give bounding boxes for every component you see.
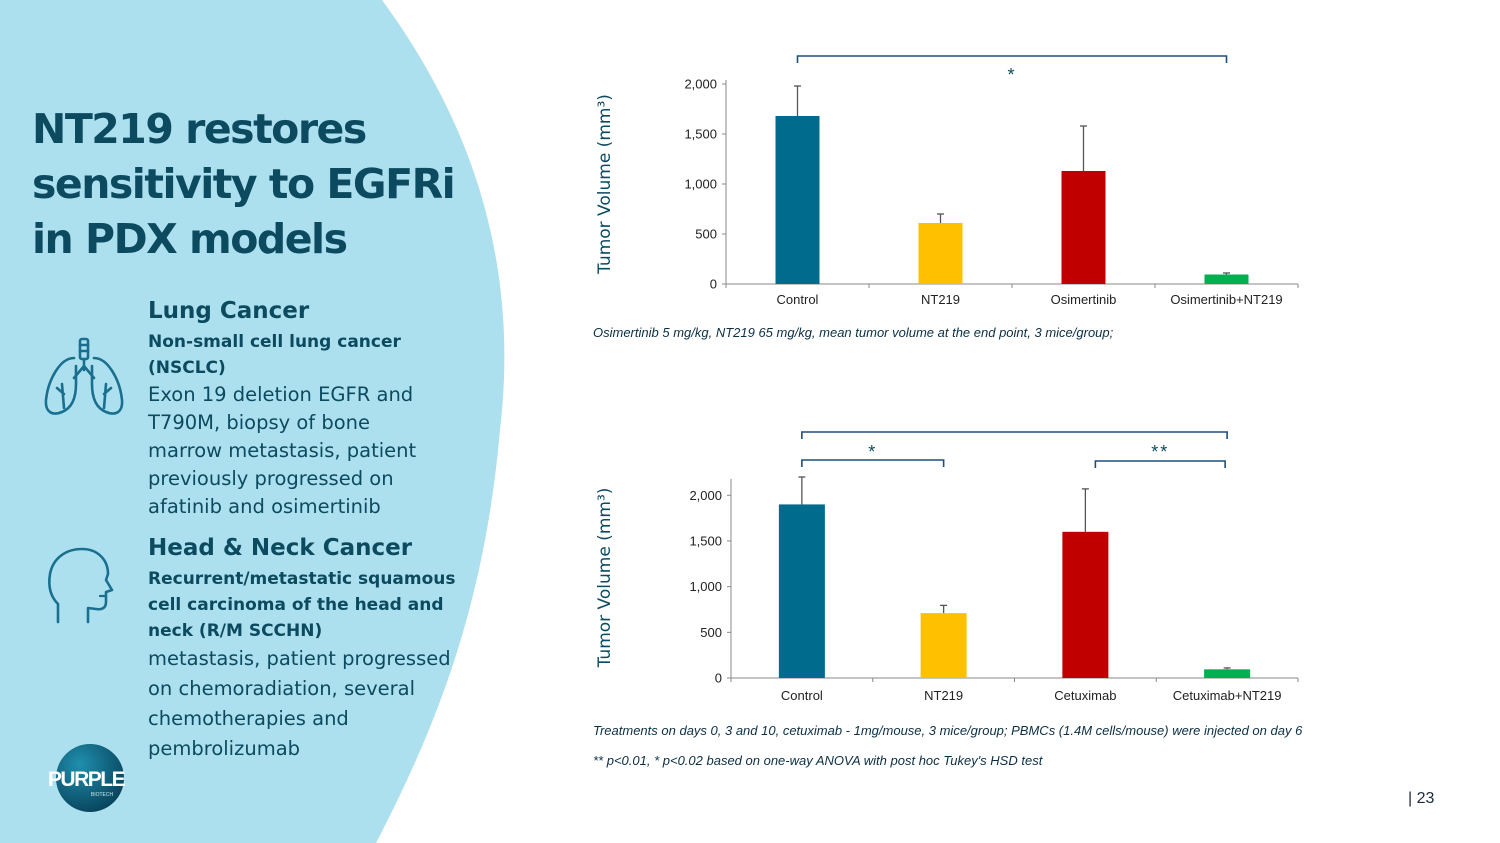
significance-label: * bbox=[1007, 65, 1016, 85]
purple-biotech-logo: PURPLE BIOTECH bbox=[48, 744, 127, 812]
bar-cetuximab bbox=[1062, 531, 1109, 678]
body-line: pembrolizumab bbox=[148, 737, 301, 760]
bar-nt219 bbox=[918, 223, 963, 284]
head-profile-icon bbox=[47, 547, 114, 624]
significance-bracket bbox=[796, 55, 1228, 63]
chart1-footnote: Osimertinib 5 mg/kg, NT219 65 mg/kg, mea… bbox=[593, 325, 1114, 340]
x-category-label: Cetuximab bbox=[1054, 688, 1116, 703]
svg-text:BIOTECH: BIOTECH bbox=[91, 792, 114, 798]
lungs-icon bbox=[44, 337, 124, 415]
body-line: metastasis, patient progressed bbox=[148, 647, 451, 670]
title-line: sensitivity to EGFRi bbox=[32, 160, 456, 208]
significance-bracket bbox=[1094, 460, 1226, 468]
head-neck-cancer-section: Head & Neck Cancer Recurrent/metastatic … bbox=[148, 533, 488, 764]
body-line: previously progressed on bbox=[148, 467, 394, 490]
body-line: on chemoradiation, several bbox=[148, 677, 416, 700]
x-category-label: Control bbox=[777, 292, 819, 307]
head-neck-description: metastasis, patient progressed on chemor… bbox=[148, 644, 488, 764]
bar-cetuximab-nt219 bbox=[1204, 669, 1251, 678]
bar-control bbox=[775, 116, 820, 284]
y-tick-label: 1,500 bbox=[684, 127, 717, 142]
title-line: in PDX models bbox=[32, 215, 348, 263]
slide-title: NT219 restores sensitivity to EGFRi in P… bbox=[32, 102, 492, 267]
x-category-label: NT219 bbox=[924, 688, 963, 703]
significance-bracket bbox=[801, 431, 1228, 439]
x-category-label: Osimertinib bbox=[1051, 292, 1117, 307]
bar-control bbox=[778, 504, 825, 678]
body-line: Exon 19 deletion EGFR and bbox=[148, 383, 414, 406]
y-tick-label: 1,000 bbox=[684, 177, 717, 192]
bar-nt219 bbox=[920, 613, 967, 678]
x-category-label: Cetuximab+NT219 bbox=[1173, 688, 1282, 703]
y-tick-label: 1,500 bbox=[689, 533, 722, 548]
significance-label: * bbox=[868, 442, 877, 462]
subheading-line: neck (R/M SCCHN) bbox=[148, 621, 323, 641]
y-tick-label: 1,000 bbox=[689, 579, 722, 594]
page-number: | 23 bbox=[1408, 790, 1435, 807]
significance-label: ** bbox=[1151, 442, 1169, 462]
y-axis-title: Tumor Volume (mm³) bbox=[595, 488, 615, 669]
subheading-line: cell carcinoma of the head and bbox=[148, 595, 444, 615]
body-line: afatinib and osimertinib bbox=[148, 495, 381, 518]
y-tick-label: 2,000 bbox=[689, 488, 722, 503]
y-tick-label: 0 bbox=[710, 277, 717, 292]
lung-cancer-section: Lung Cancer Non-small cell lung cancer (… bbox=[148, 296, 478, 521]
head-neck-subheading: Recurrent/metastatic squamous cell carci… bbox=[148, 566, 488, 644]
lung-cancer-description: Exon 19 deletion EGFR and T790M, biopsy … bbox=[148, 381, 478, 521]
body-line: chemotherapies and bbox=[148, 707, 349, 730]
bar-osimertinib bbox=[1061, 171, 1106, 284]
svg-text:PURPLE: PURPLE bbox=[48, 768, 126, 791]
x-category-label: Osimertinib+NT219 bbox=[1170, 292, 1282, 307]
y-tick-label: 500 bbox=[695, 227, 717, 242]
y-tick-label: 0 bbox=[715, 671, 722, 686]
y-tick-label: 500 bbox=[700, 625, 722, 640]
chart2-footnote-treatment: Treatments on days 0, 3 and 10, cetuxima… bbox=[593, 723, 1303, 738]
subheading-line: Recurrent/metastatic squamous bbox=[148, 569, 456, 589]
x-category-label: Control bbox=[781, 688, 823, 703]
lung-cancer-subheading: Non-small cell lung cancer (NSCLC) bbox=[148, 332, 401, 378]
x-category-label: NT219 bbox=[921, 292, 960, 307]
lung-cancer-heading: Lung Cancer bbox=[148, 298, 310, 324]
title-line: NT219 restores bbox=[32, 105, 367, 153]
y-tick-label: 2,000 bbox=[684, 77, 717, 92]
head-neck-heading: Head & Neck Cancer bbox=[148, 535, 413, 561]
cetuximab-bar-chart: Tumor Volume (mm³) 0 500 1,000 1,500 2,000 Con… bbox=[595, 431, 1299, 703]
body-line: marrow metastasis, patient bbox=[148, 439, 417, 462]
chart2-footnote-statistics: ** p<0.01, * p<0.02 based on one-way ANO… bbox=[593, 753, 1043, 768]
body-line: T790M, biopsy of bone bbox=[148, 411, 371, 434]
bar-osimertinib-nt219 bbox=[1204, 274, 1249, 284]
y-axis-title: Tumor Volume (mm³) bbox=[595, 94, 615, 275]
significance-bracket bbox=[801, 459, 945, 467]
osimertinib-bar-chart: Tumor Volume (mm³) 0 500 1,000 1,500 2,000 Con… bbox=[595, 55, 1299, 307]
